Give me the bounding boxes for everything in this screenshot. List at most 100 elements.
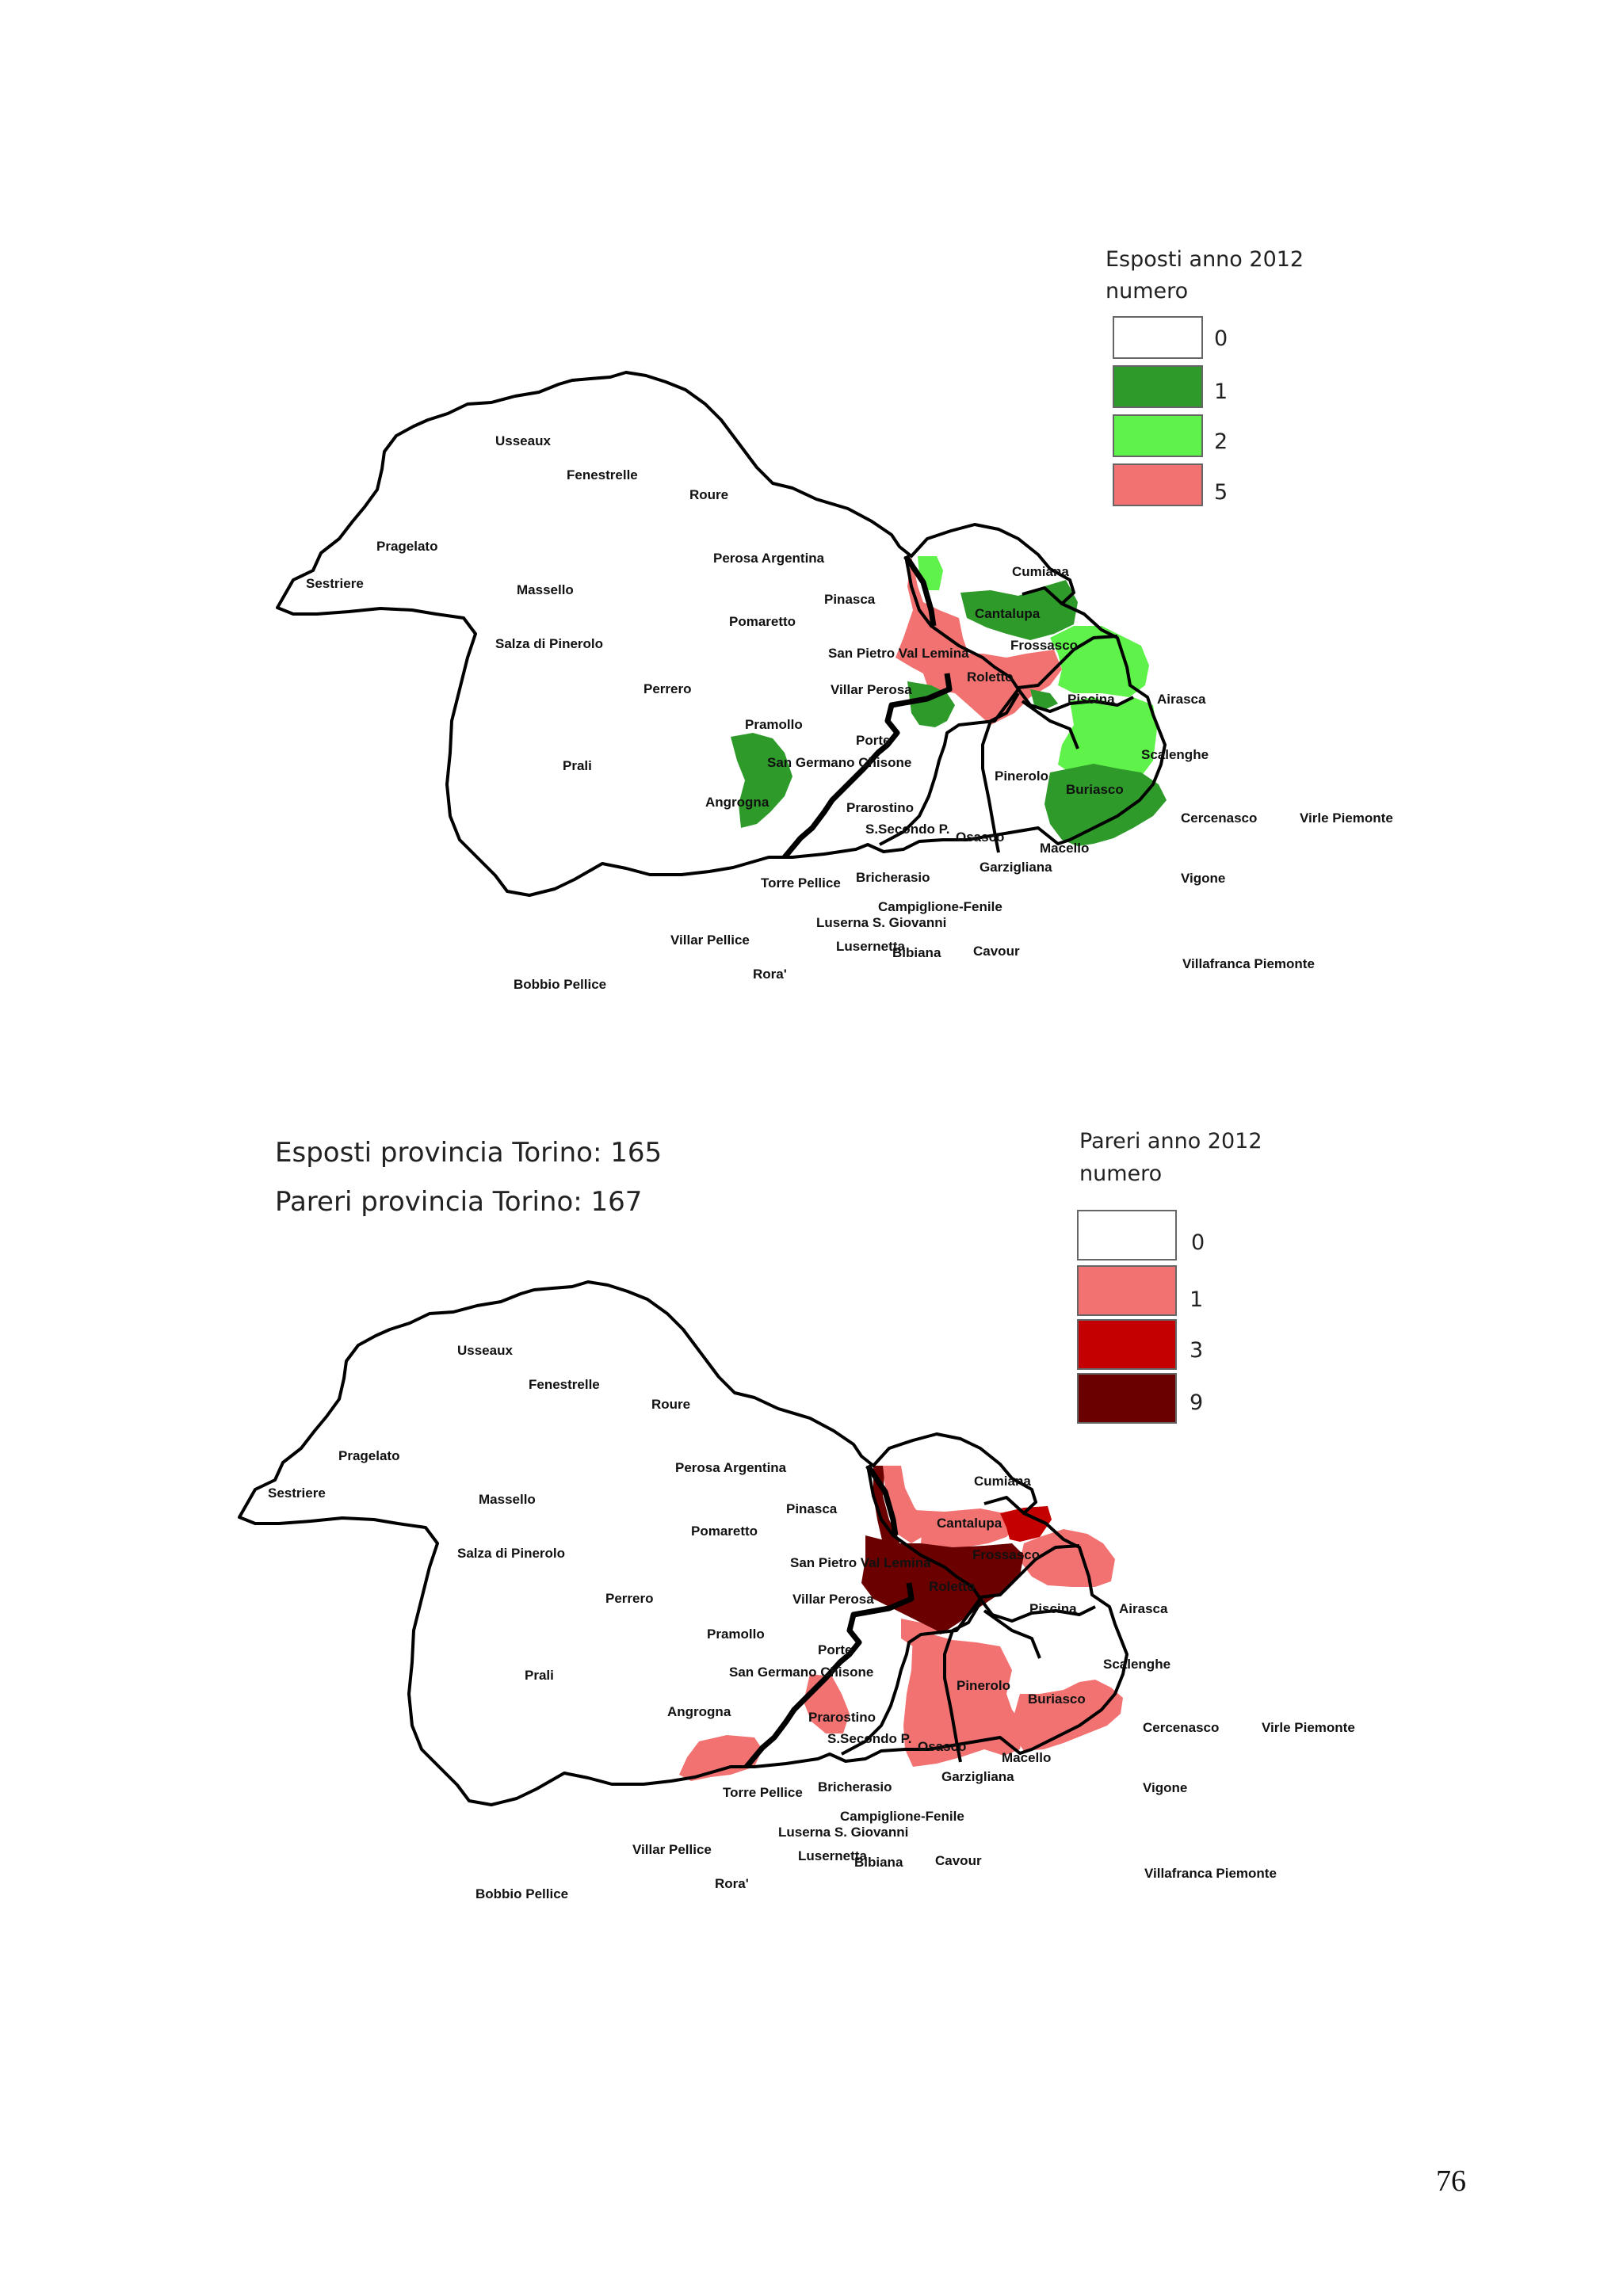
summary-esposti: Esposti provincia Torino: 165	[275, 1137, 662, 1169]
map2-label-pragelato: Pragelato	[338, 1448, 399, 1463]
map1-label-cercenasco: Cercenasco	[1181, 810, 1257, 826]
map2-label-roletto: Roletto	[929, 1579, 976, 1594]
map2-label-osasco: Osasco	[918, 1739, 966, 1754]
map1-label-luserna-s-giovanni: Luserna S. Giovanni	[816, 915, 946, 930]
legend2-title: Pareri anno 2012	[1079, 1129, 1262, 1154]
map1-label-cumiana: Cumiana	[1012, 564, 1069, 579]
map2-label-fenestrelle: Fenestrelle	[529, 1377, 600, 1392]
map1-label-porte: Porte	[856, 733, 890, 748]
map2-label-salza-di-pinerolo: Salza di Pinerolo	[457, 1546, 565, 1561]
map1-label-bricherasio: Bricherasio	[856, 870, 930, 885]
map2-label-roure: Roure	[651, 1397, 690, 1412]
map1-labels: Usseaux Fenestrelle Roure Pragelato Sestrier…	[306, 433, 1393, 992]
legend1-value-3: 5	[1214, 480, 1228, 505]
map2-label-garzigliana: Garzigliana	[941, 1769, 1014, 1784]
legend1-value-1: 1	[1214, 379, 1228, 404]
map2-label-s-secondo-p: S.Secondo P.	[827, 1731, 911, 1746]
map2-label-cantalupa: Cantalupa	[937, 1516, 1002, 1531]
legend1-title: Esposti anno 2012	[1106, 247, 1304, 272]
map2-label-cercenasco: Cercenasco	[1143, 1720, 1219, 1735]
map1-label-bibiana: Bibiana	[892, 945, 941, 960]
legend1-swatch-0	[1113, 316, 1203, 359]
map1-label-cantalupa: Cantalupa	[975, 606, 1041, 621]
map2-label-massello: Massello	[479, 1492, 536, 1507]
legend1-swatch-1	[1113, 365, 1203, 408]
map2-label-bobbio-pellice: Bobbio Pellice	[475, 1886, 568, 1901]
legend1-subtitle: numero	[1106, 279, 1188, 303]
map2-label-macello: Macello	[1002, 1750, 1051, 1765]
map2-label-airasca: Airasca	[1119, 1601, 1168, 1616]
summary-pareri: Pareri provincia Torino: 167	[275, 1186, 642, 1218]
map1-label-prali: Prali	[563, 758, 592, 773]
map2-label-cumiana: Cumiana	[974, 1474, 1031, 1489]
map1-label-angrogna: Angrogna	[705, 795, 769, 810]
legend-esposti: Esposti anno 2012 numero 0 1 2 5	[1106, 247, 1304, 506]
map1-label-scalenghe: Scalenghe	[1141, 747, 1209, 762]
map1-label-villar-perosa: Villar Perosa	[831, 682, 912, 697]
legend2-swatch-2	[1077, 1319, 1177, 1370]
map1-label-san-germano-chisone: San Germano Chisone	[767, 755, 911, 770]
map1-label-airasca: Airasca	[1157, 692, 1206, 707]
map1-label-villar-pellice: Villar Pellice	[670, 933, 750, 948]
map1-label-perosa-argentina: Perosa Argentina	[713, 551, 825, 566]
map2-label-san-pietro-val-lemina: San Pietro Val Lemina	[790, 1555, 931, 1570]
map2-label-pomaretto: Pomaretto	[691, 1524, 758, 1539]
map2-label-virle-piemonte: Virle Piemonte	[1262, 1720, 1355, 1735]
map1-label-roure: Roure	[689, 487, 728, 502]
map2-label-usseaux: Usseaux	[457, 1343, 513, 1358]
legend2-value-3: 9	[1190, 1390, 1203, 1415]
map1-label-osasco: Osasco	[956, 830, 1004, 845]
map2-label-piscina: Piscina	[1029, 1601, 1077, 1616]
map1-label-macello: Macello	[1040, 841, 1089, 856]
map-pareri: Usseaux Fenestrelle Roure Pragelato Sestrier…	[238, 1280, 1355, 1901]
map2-label-buriasco: Buriasco	[1028, 1691, 1086, 1707]
map2-label-perrero: Perrero	[605, 1591, 653, 1606]
map2-label-cavour: Cavour	[935, 1853, 982, 1868]
map2-label-angrogna: Angrogna	[667, 1704, 731, 1719]
map1-label-villafranca-piemonte: Villafranca Piemonte	[1182, 956, 1315, 971]
legend2-swatch-1	[1077, 1265, 1177, 1316]
map1-label-rora: Rora'	[753, 967, 787, 982]
map1-label-campiglione-fenile: Campiglione-Fenile	[878, 899, 1002, 914]
map1-label-pinasca: Pinasca	[824, 592, 876, 607]
map1-label-massello: Massello	[517, 582, 574, 597]
map2-label-rora: Rora'	[715, 1876, 749, 1891]
map1-label-roletto: Roletto	[967, 669, 1014, 685]
map1-label-frossasco: Frossasco	[1010, 638, 1078, 653]
map2-label-vigone: Vigone	[1143, 1780, 1187, 1795]
map2-label-bricherasio: Bricherasio	[818, 1779, 892, 1794]
map2-label-villar-perosa: Villar Perosa	[792, 1592, 874, 1607]
map1-label-pragelato: Pragelato	[376, 539, 437, 554]
legend2-swatch-3	[1077, 1373, 1177, 1424]
map2-label-sestriere: Sestriere	[268, 1486, 326, 1501]
map2-label-campiglione-fenile: Campiglione-Fenile	[840, 1809, 964, 1824]
map1-label-pramollo: Pramollo	[745, 717, 803, 732]
map2-label-porte: Porte	[818, 1642, 852, 1657]
map2-label-scalenghe: Scalenghe	[1103, 1657, 1170, 1672]
map-esposti: Usseaux Fenestrelle Roure Pragelato Sestrier…	[276, 371, 1393, 992]
legend2-value-0: 0	[1191, 1230, 1205, 1255]
map1-label-prarostino: Prarostino	[846, 800, 914, 815]
map2-labels: Usseaux Fenestrelle Roure Pragelato Sestrier…	[268, 1343, 1355, 1901]
page-number: 76	[1436, 2164, 1466, 2198]
map2-label-prali: Prali	[525, 1668, 554, 1683]
map1-label-buriasco: Buriasco	[1066, 782, 1124, 797]
map1-label-vigone: Vigone	[1181, 871, 1225, 886]
map2-label-luserna-s-giovanni: Luserna S. Giovanni	[778, 1825, 908, 1840]
map2-label-san-germano-chisone: San Germano Chisone	[729, 1665, 873, 1680]
legend1-swatch-2	[1113, 414, 1203, 457]
map2-label-villar-pellice: Villar Pellice	[632, 1842, 712, 1857]
map1-label-fenestrelle: Fenestrelle	[567, 467, 638, 482]
legend2-value-2: 3	[1190, 1338, 1203, 1363]
legend2-value-1: 1	[1190, 1287, 1203, 1312]
map2-label-pinasca: Pinasca	[786, 1501, 838, 1516]
legend2-swatch-0	[1077, 1210, 1177, 1261]
map1-label-piscina: Piscina	[1067, 692, 1115, 707]
map2-label-torre-pellice: Torre Pellice	[723, 1785, 803, 1800]
map1-label-bobbio-pellice: Bobbio Pellice	[514, 977, 606, 992]
map1-label-torre-pellice: Torre Pellice	[761, 875, 841, 891]
map2-label-prarostino: Prarostino	[808, 1710, 876, 1725]
map1-label-sestriere: Sestriere	[306, 576, 364, 591]
legend-pareri: Pareri anno 2012 numero 0 1 3 9	[1077, 1129, 1262, 1424]
map1-label-salza-di-pinerolo: Salza di Pinerolo	[495, 636, 603, 651]
